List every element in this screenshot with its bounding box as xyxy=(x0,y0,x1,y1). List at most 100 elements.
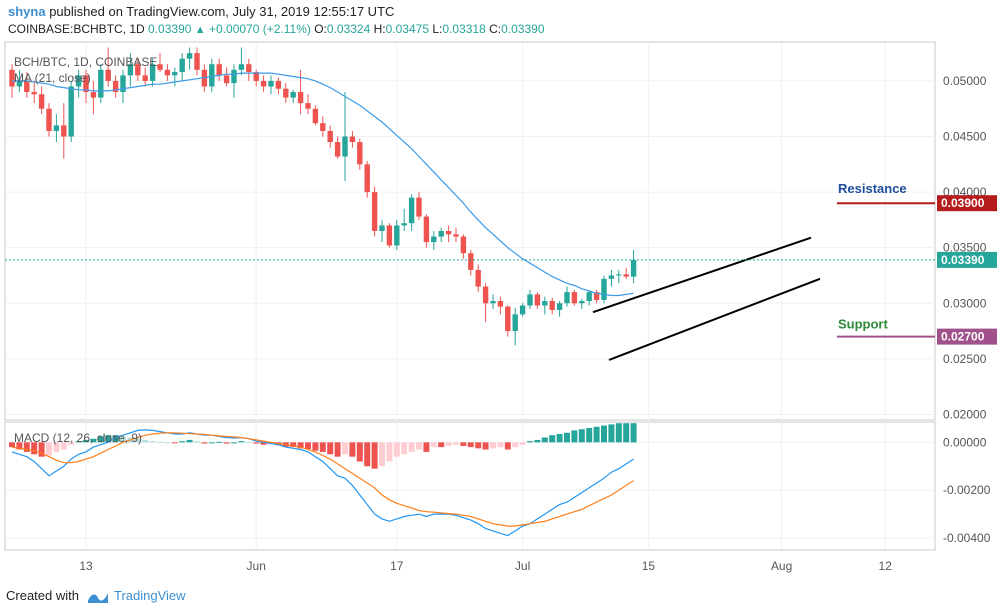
candle-body xyxy=(497,301,504,307)
candle-body xyxy=(475,269,481,287)
close-label: C: xyxy=(489,22,502,36)
candle-body xyxy=(564,292,570,304)
open-label: O: xyxy=(314,22,327,36)
macd-histogram-bar xyxy=(97,436,104,443)
macd-histogram-bar xyxy=(134,438,141,443)
ma-indicator-label: MA (21, close) xyxy=(14,71,91,85)
macd-histogram-bar xyxy=(549,435,556,443)
macd-histogram-bar xyxy=(438,442,445,448)
low-label: L: xyxy=(432,22,443,36)
ma21-line xyxy=(12,72,634,297)
macd-histogram-bar xyxy=(253,442,260,444)
macd-histogram-bar xyxy=(423,442,430,452)
macd-histogram-bar xyxy=(556,433,563,443)
candle-body xyxy=(431,236,437,243)
candle-body xyxy=(157,64,163,70)
footer: Created with TradingView xyxy=(6,588,186,604)
channel-lower-trendline xyxy=(608,277,821,361)
candle-body xyxy=(238,64,245,70)
macd-histogram-bar xyxy=(231,442,237,444)
candle-body xyxy=(357,142,363,165)
candle-body xyxy=(512,314,518,332)
macd-histogram-bar xyxy=(83,439,89,443)
macd-histogram-bar xyxy=(216,441,223,443)
macd-histogram-bar xyxy=(578,429,585,443)
price-tick-label: 0.05000 xyxy=(943,74,987,88)
macd-histogram-bar xyxy=(238,441,245,443)
candle-body xyxy=(142,75,148,81)
macd-histogram-bar xyxy=(60,442,67,450)
macd-histogram-bar xyxy=(201,442,208,444)
macd-histogram-bar xyxy=(16,442,23,450)
x-tick-label: 17 xyxy=(390,559,404,573)
macd-tick-label: 0.00000 xyxy=(943,435,987,449)
macd-histogram-bar xyxy=(9,442,15,448)
candle-body xyxy=(283,88,289,98)
x-tick-label: 12 xyxy=(879,559,893,573)
candle-body xyxy=(112,80,119,93)
macd-histogram-bar xyxy=(327,442,334,455)
candle-body xyxy=(542,301,548,306)
candle-body xyxy=(593,292,600,300)
candle-body xyxy=(320,123,326,131)
candle-body xyxy=(630,259,637,277)
candle-body xyxy=(342,136,348,157)
chart-grid xyxy=(4,41,936,551)
macd-histogram-bar xyxy=(519,442,526,445)
candle-body xyxy=(16,80,23,87)
candle-body xyxy=(312,108,319,124)
resistance-price-tag: 0.03900 xyxy=(941,196,985,210)
candle-body xyxy=(349,136,356,143)
candle-body xyxy=(135,64,141,76)
candle-body xyxy=(68,86,74,137)
candle-body xyxy=(616,274,622,276)
tradingview-brand[interactable]: TradingView xyxy=(114,588,186,603)
macd-histogram-bar xyxy=(194,441,200,443)
candle-body xyxy=(334,142,341,157)
macd-histogram-bar xyxy=(90,438,97,443)
candle-body xyxy=(408,197,415,224)
support-price-tag: 0.02700 xyxy=(941,330,985,344)
macd-histogram-bar xyxy=(142,439,149,443)
created-with-text: Created with xyxy=(6,588,79,603)
candle-body xyxy=(90,92,97,98)
candle-body xyxy=(275,80,282,89)
candle-body xyxy=(24,80,30,93)
candle-body xyxy=(246,64,252,73)
macd-histogram-bar xyxy=(534,439,541,443)
candle-body xyxy=(31,92,37,95)
open-value: 0.03324 xyxy=(326,22,371,36)
author-name[interactable]: shyna xyxy=(8,4,46,19)
candle-body xyxy=(120,75,126,93)
macd-histogram-bar xyxy=(504,442,511,450)
macd-tick-label: -0.00200 xyxy=(943,483,991,497)
macd-histogram-bar xyxy=(171,442,178,444)
candle-body xyxy=(186,53,193,59)
macd-histogram-bar xyxy=(386,442,393,462)
candle-body xyxy=(149,64,156,81)
candle-body xyxy=(46,108,52,131)
candle-body xyxy=(127,64,134,76)
candle-body xyxy=(549,301,555,310)
price-tick-label: 0.02500 xyxy=(943,352,987,366)
candle-body xyxy=(527,294,533,306)
candle-body xyxy=(371,192,378,231)
candle-body xyxy=(601,278,607,300)
publish-text: published on TradingView.com, July 31, 2… xyxy=(49,4,395,19)
macd-histogram-bar xyxy=(179,441,186,443)
candle-body xyxy=(379,225,385,231)
macd-histogram-bar xyxy=(112,435,119,443)
candle-body xyxy=(416,197,422,217)
candle-body xyxy=(38,94,45,109)
macd-histogram-bar xyxy=(445,442,452,446)
candle-body xyxy=(9,69,15,87)
candle-body xyxy=(327,130,333,143)
price-tick-label: 0.04500 xyxy=(943,130,987,144)
macd-histogram-bar xyxy=(290,442,297,448)
candle-body xyxy=(623,274,629,277)
macd-histogram-bar xyxy=(223,442,230,444)
macd-histogram-bar xyxy=(615,423,622,443)
candle-body xyxy=(579,301,585,304)
price-change: +0.00070 (+2.11%) xyxy=(209,22,311,36)
